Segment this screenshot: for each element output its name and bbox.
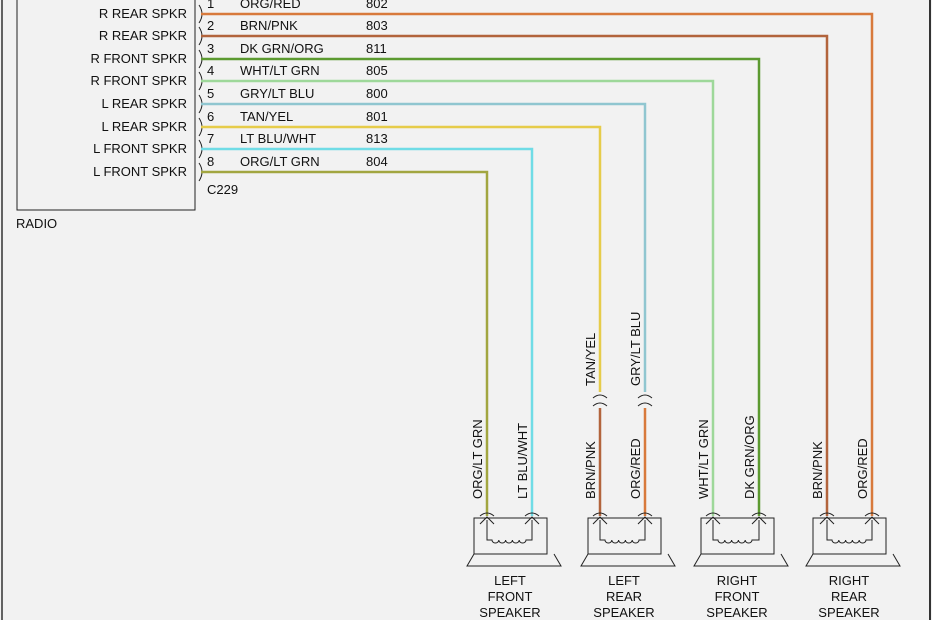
circuit-number: 813 <box>366 131 388 146</box>
terminal-arrow-icon <box>592 512 608 525</box>
pin-number: 5 <box>207 86 214 101</box>
wire-color-label: TAN/YEL <box>240 109 293 124</box>
radio-label: RADIO <box>16 216 57 231</box>
wire-label: BRN/PNK <box>583 441 598 499</box>
speaker-label: FRONT <box>715 589 760 604</box>
circuit-number: 803 <box>366 18 388 33</box>
speaker-label: REAR <box>831 589 867 604</box>
speaker-label: LEFT <box>494 573 526 588</box>
speaker-magnet-icon <box>473 517 548 555</box>
wire-dk-grn-org <box>201 57 761 516</box>
speaker-label: SPEAKER <box>818 605 879 620</box>
speaker-label: FRONT <box>488 589 533 604</box>
wire-label: ORG/LT GRN <box>470 419 485 499</box>
wire-org-lt-grn <box>201 170 489 516</box>
wire-label: TAN/YEL <box>583 333 598 386</box>
wire-color-label: DK GRN/ORG <box>240 41 324 56</box>
circuit-number: 801 <box>366 109 388 124</box>
wire-wht-lt-grn <box>201 79 715 516</box>
wire-color-label: ORG/LT GRN <box>240 154 320 169</box>
pin-number: 1 <box>207 0 214 11</box>
wire-label: LT BLU/WHT <box>515 423 530 499</box>
pin-number: 4 <box>207 63 214 78</box>
speaker-label: LEFT <box>608 573 640 588</box>
circuit-number: 811 <box>366 41 387 56</box>
wire-color-label: GRY/LT BLU <box>240 86 314 101</box>
voice-coil-icon <box>712 520 760 544</box>
speaker-label: RIGHT <box>829 573 870 588</box>
pin-number: 6 <box>207 109 214 124</box>
voice-coil-icon <box>599 520 646 544</box>
pin-function: L FRONT SPKR <box>93 141 187 156</box>
terminal-arrow-icon <box>705 512 721 525</box>
speaker-magnet-icon <box>812 517 887 555</box>
speaker-cone-icon <box>466 553 562 567</box>
pin-number: 2 <box>207 18 214 33</box>
speaker-magnet-icon <box>587 517 662 555</box>
circuit-number: 804 <box>366 154 388 169</box>
pin-number: 3 <box>207 41 214 56</box>
speaker-cone-icon <box>693 553 789 567</box>
pin-number: 7 <box>207 131 214 146</box>
terminal-arrow-icon <box>751 512 767 525</box>
speaker-label: RIGHT <box>717 573 758 588</box>
wire-label: ORG/RED <box>628 438 643 499</box>
inline-connector-icon <box>637 394 653 407</box>
circuit-number: 800 <box>366 86 388 101</box>
wire-color-label: WHT/LT GRN <box>240 63 320 78</box>
pin-function: L REAR SPKR <box>102 119 188 134</box>
pin-function: R REAR SPKR <box>99 28 187 43</box>
wire-org-red <box>201 12 874 516</box>
inline-connector-icon <box>592 394 608 407</box>
terminal-arrow-icon <box>524 512 540 525</box>
circuit-number: 805 <box>366 63 388 78</box>
wire-tan-yel <box>201 125 602 392</box>
wire-color-label: LT BLU/WHT <box>240 131 316 146</box>
speaker-label: SPEAKER <box>706 605 767 620</box>
speaker-label: SPEAKER <box>593 605 654 620</box>
wire-color-label: ORG/RED <box>240 0 301 11</box>
speaker-cone-icon <box>580 553 676 567</box>
speaker-magnet-icon <box>700 517 775 555</box>
wire-label: BRN/PNK <box>810 441 825 499</box>
pin-function: R FRONT SPKR <box>90 73 187 88</box>
pin-function: R REAR SPKR <box>99 6 187 21</box>
terminal-arrow-icon <box>479 512 495 525</box>
wire-label: DK GRN/ORG <box>742 415 757 499</box>
radio-box <box>16 0 196 211</box>
terminal-arrow-icon <box>819 512 835 525</box>
speaker-label: SPEAKER <box>479 605 540 620</box>
terminal-arrow-icon <box>637 512 653 525</box>
voice-coil-icon <box>486 520 533 544</box>
connector-label: C229 <box>207 182 238 197</box>
pin-function: R FRONT SPKR <box>90 51 187 66</box>
circuit-number: 802 <box>366 0 388 11</box>
wire-color-label: BRN/PNK <box>240 18 298 33</box>
speaker-label: REAR <box>606 589 642 604</box>
wire-gry-lt-blu <box>201 102 647 392</box>
wire-label: GRY/LT BLU <box>628 312 643 386</box>
speaker-cone-icon <box>805 553 901 567</box>
voice-coil-icon <box>826 520 873 544</box>
pin-number: 8 <box>207 154 214 169</box>
terminal-arrow-icon <box>864 512 880 525</box>
wire-label: WHT/LT GRN <box>696 419 711 499</box>
pin-function: L FRONT SPKR <box>93 164 187 179</box>
wire-lt-blu-wht <box>201 147 534 516</box>
pin-function: L REAR SPKR <box>102 96 188 111</box>
wire-label: ORG/RED <box>855 438 870 499</box>
wire-brn-pnk <box>201 34 829 516</box>
